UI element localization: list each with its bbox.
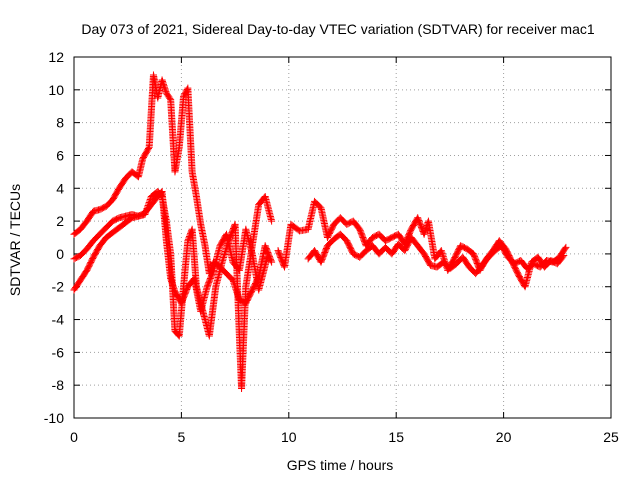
y-tick-label: 8 (56, 115, 64, 131)
y-tick-label: -6 (52, 344, 65, 360)
y-tick-label: 0 (56, 246, 64, 262)
x-tick-label: 0 (70, 429, 78, 445)
data-point (561, 245, 569, 253)
y-tick-label: 10 (48, 82, 64, 98)
data-point (166, 94, 174, 102)
axis-ticks: 0 5 10 15 20 25 -10 -8 -6 -4 -2 0 2 4 6 8 10 12 (44, 49, 619, 445)
y-tick-label: -2 (52, 279, 65, 295)
series-track-d (274, 197, 568, 291)
series-track-a (70, 71, 276, 307)
y-tick-label: 4 (56, 180, 64, 196)
series-track-e (304, 230, 570, 278)
chart-title: Day 073 of 2021, Sidereal Day-to-day VTE… (81, 21, 594, 37)
data-point (263, 253, 271, 261)
data-point (144, 145, 152, 153)
data-point (268, 217, 276, 225)
y-tick-label: -10 (44, 410, 64, 426)
y-tick-label: 6 (56, 147, 64, 163)
x-tick-label: 5 (178, 429, 186, 445)
data-points (70, 71, 570, 392)
x-tick-label: 15 (388, 429, 404, 445)
data-point (185, 234, 193, 242)
series-track-c (70, 188, 271, 315)
x-tick-label: 20 (496, 429, 512, 445)
y-tick-label: -4 (52, 312, 65, 328)
y-axis-label: SDTVAR / TECUs (7, 184, 23, 296)
data-point (146, 195, 154, 203)
y-tick-label: 2 (56, 213, 64, 229)
y-tick-label: -8 (52, 377, 65, 393)
x-tick-label: 25 (603, 429, 619, 445)
data-point (267, 257, 275, 265)
y-tick-label: 12 (48, 49, 64, 65)
x-axis-label: GPS time / hours (287, 457, 394, 473)
data-point (562, 243, 570, 251)
x-tick-label: 10 (281, 429, 297, 445)
data-point (209, 268, 217, 276)
